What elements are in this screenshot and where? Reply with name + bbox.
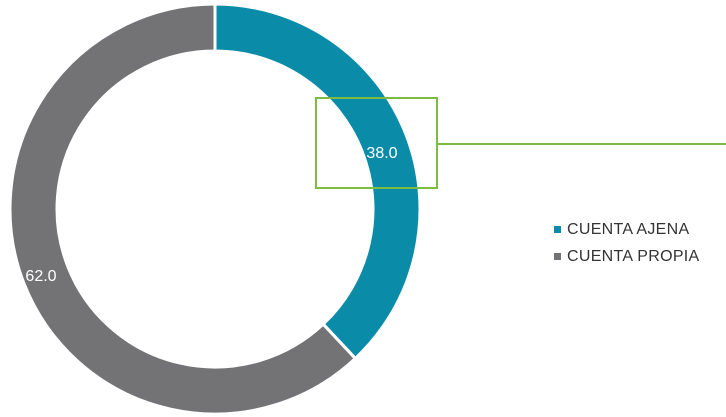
data-label-cuenta-propia: 62.0 bbox=[25, 268, 56, 285]
data-labels: 38.0 62.0 bbox=[25, 145, 397, 285]
legend-item-cuenta-propia: CUENTA PROPIA bbox=[554, 243, 700, 270]
legend: CUENTA AJENA CUENTA PROPIA bbox=[554, 216, 700, 270]
legend-swatch-cuenta-ajena bbox=[554, 226, 561, 233]
legend-item-cuenta-ajena: CUENTA AJENA bbox=[554, 216, 700, 243]
legend-swatch-cuenta-propia bbox=[554, 253, 561, 260]
donut-slice-cuenta-propia bbox=[8, 2, 358, 416]
legend-label-cuenta-ajena: CUENTA AJENA bbox=[567, 220, 690, 238]
donut-slice-cuenta-ajena bbox=[213, 2, 422, 361]
donut-slices bbox=[8, 2, 422, 416]
legend-label-cuenta-propia: CUENTA PROPIA bbox=[567, 247, 700, 265]
data-label-cuenta-ajena: 38.0 bbox=[366, 145, 397, 162]
highlight-annotation bbox=[315, 97, 726, 189]
